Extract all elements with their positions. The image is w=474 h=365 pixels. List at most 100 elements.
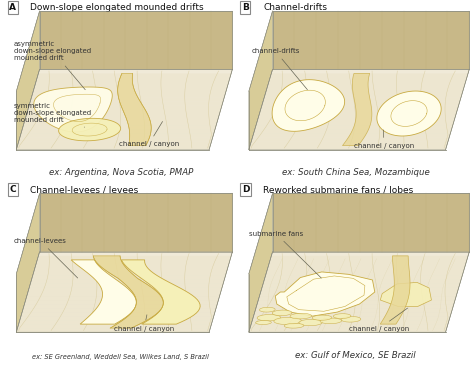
Polygon shape [59, 118, 121, 141]
Polygon shape [263, 97, 461, 101]
Polygon shape [274, 317, 301, 324]
Polygon shape [118, 73, 151, 146]
Polygon shape [264, 93, 462, 97]
Polygon shape [39, 11, 232, 69]
Polygon shape [16, 11, 39, 150]
Polygon shape [284, 323, 304, 328]
Polygon shape [259, 110, 457, 114]
Text: ex: SE Greenland, Weddell Sea, Wilkes Land, S Brazil: ex: SE Greenland, Weddell Sea, Wilkes La… [32, 354, 210, 360]
Polygon shape [273, 193, 469, 252]
Polygon shape [380, 256, 410, 324]
Polygon shape [23, 304, 217, 308]
Text: A: A [9, 3, 17, 12]
Polygon shape [380, 283, 431, 307]
Polygon shape [18, 324, 211, 328]
Polygon shape [270, 73, 468, 77]
Polygon shape [30, 280, 224, 284]
Polygon shape [36, 77, 230, 81]
Polygon shape [30, 97, 224, 101]
Polygon shape [258, 114, 456, 118]
Text: Reworked submarine fans / lobes: Reworked submarine fans / lobes [263, 185, 413, 194]
Polygon shape [34, 87, 112, 132]
Text: channel-drifts: channel-drifts [251, 48, 308, 90]
Polygon shape [262, 284, 460, 288]
Polygon shape [28, 288, 222, 292]
Polygon shape [377, 91, 441, 136]
Polygon shape [261, 105, 459, 110]
Polygon shape [249, 193, 273, 332]
Polygon shape [18, 138, 213, 142]
Polygon shape [26, 296, 219, 300]
Polygon shape [256, 122, 454, 126]
Text: channel / canyon: channel / canyon [118, 122, 179, 147]
Polygon shape [272, 80, 345, 131]
Polygon shape [22, 126, 216, 130]
Polygon shape [252, 316, 450, 320]
Polygon shape [25, 118, 219, 122]
Polygon shape [341, 316, 361, 322]
Polygon shape [93, 256, 163, 328]
Text: channel / canyon: channel / canyon [354, 130, 414, 149]
Polygon shape [257, 315, 281, 321]
Polygon shape [255, 320, 271, 324]
Polygon shape [254, 130, 451, 134]
Polygon shape [268, 81, 465, 85]
Polygon shape [121, 260, 200, 324]
Polygon shape [249, 146, 447, 150]
Polygon shape [34, 268, 228, 272]
Polygon shape [16, 193, 39, 332]
Polygon shape [265, 89, 463, 93]
Polygon shape [299, 319, 322, 326]
Polygon shape [273, 11, 469, 69]
Polygon shape [269, 260, 467, 264]
Polygon shape [16, 146, 210, 150]
Polygon shape [270, 256, 468, 260]
Polygon shape [251, 138, 449, 142]
Polygon shape [250, 324, 448, 328]
Polygon shape [261, 288, 459, 292]
Text: ex: Argentina, Nova Scotia, PMAP: ex: Argentina, Nova Scotia, PMAP [49, 168, 193, 177]
Polygon shape [255, 308, 453, 312]
Polygon shape [269, 77, 467, 81]
Polygon shape [33, 272, 227, 276]
Text: Channel-levees / levees: Channel-levees / levees [30, 185, 138, 194]
Polygon shape [21, 312, 215, 316]
Text: channel / canyon: channel / canyon [349, 308, 410, 331]
Polygon shape [249, 328, 447, 332]
Polygon shape [272, 310, 292, 316]
Text: ex: South China Sea, Mozambique: ex: South China Sea, Mozambique [282, 168, 429, 177]
Polygon shape [35, 264, 229, 268]
Polygon shape [18, 142, 211, 146]
Polygon shape [37, 256, 231, 260]
Polygon shape [34, 85, 228, 89]
Polygon shape [320, 318, 342, 324]
Polygon shape [255, 126, 453, 130]
Text: B: B [242, 3, 249, 12]
Polygon shape [23, 122, 217, 126]
Polygon shape [290, 313, 311, 319]
Text: Down-slope elongated mounded drifts: Down-slope elongated mounded drifts [30, 3, 204, 12]
Polygon shape [27, 292, 221, 296]
Polygon shape [37, 73, 231, 77]
Polygon shape [250, 142, 448, 146]
Polygon shape [249, 252, 469, 332]
Polygon shape [265, 272, 463, 276]
Polygon shape [275, 272, 375, 316]
Text: D: D [242, 185, 249, 194]
Polygon shape [266, 268, 465, 272]
Polygon shape [29, 284, 223, 288]
Polygon shape [254, 312, 451, 316]
Polygon shape [20, 316, 214, 320]
Polygon shape [21, 130, 215, 134]
Polygon shape [343, 73, 372, 146]
Polygon shape [25, 300, 219, 304]
Polygon shape [256, 304, 454, 308]
Polygon shape [252, 134, 450, 138]
Polygon shape [266, 85, 465, 89]
Polygon shape [29, 101, 223, 105]
Polygon shape [16, 252, 232, 332]
Text: asymmetric
down-slope elongated
mounded drift: asymmetric down-slope elongated mounded … [14, 41, 91, 90]
Polygon shape [16, 69, 232, 150]
Polygon shape [31, 93, 226, 97]
Polygon shape [251, 320, 449, 324]
